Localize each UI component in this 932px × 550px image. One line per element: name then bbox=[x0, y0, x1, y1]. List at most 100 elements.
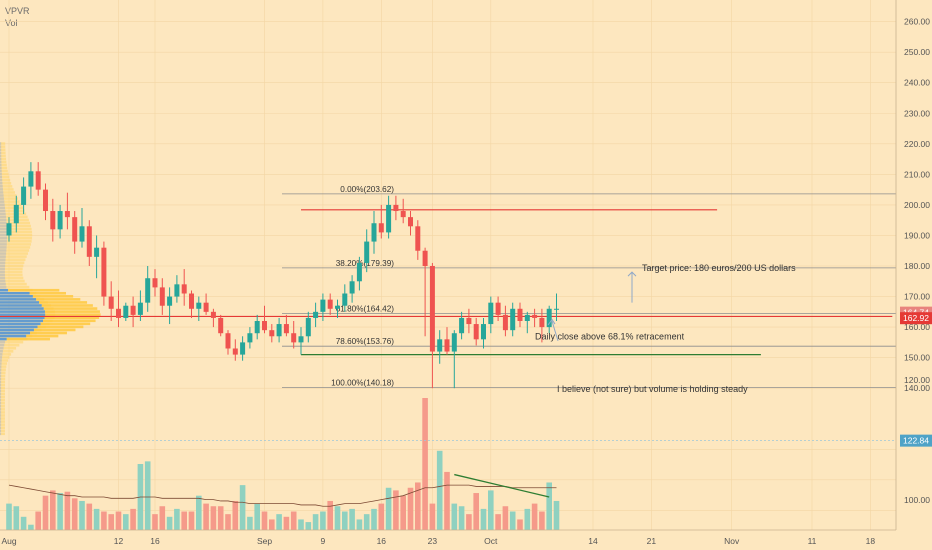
volume-bar-10 bbox=[79, 500, 85, 530]
candle-body-16 bbox=[123, 305, 129, 318]
x-tick-label-11: 11 bbox=[808, 536, 817, 546]
candle-body-26 bbox=[196, 302, 202, 309]
volume-bar-22 bbox=[166, 516, 173, 530]
candle-body-74 bbox=[546, 308, 552, 328]
volume-bar-29 bbox=[217, 506, 224, 530]
indicator-label-vpvr[interactable]: VPVR bbox=[5, 6, 30, 16]
candle-body-40 bbox=[298, 336, 304, 343]
y-tick-label-13: 120.00 bbox=[904, 375, 930, 385]
volume-bar-20 bbox=[152, 514, 158, 530]
candle-body-45 bbox=[335, 305, 340, 309]
volume-trend-line bbox=[454, 473, 550, 498]
candle-body-66 bbox=[488, 302, 494, 325]
candle-body-39 bbox=[291, 333, 297, 343]
volume-bar-53 bbox=[393, 490, 399, 530]
candle-body-38 bbox=[283, 324, 289, 334]
y-tick-label-10: 160.00 bbox=[904, 322, 930, 332]
volume-bar-58 bbox=[429, 503, 436, 530]
candle-body-8 bbox=[64, 211, 70, 218]
volume-bar-71 bbox=[524, 508, 531, 530]
volume-bar-5 bbox=[42, 495, 49, 530]
volume-bar-15 bbox=[115, 511, 122, 530]
volume-bar-43 bbox=[320, 511, 326, 530]
fib-label-4: 100.00%(140.18) bbox=[331, 379, 394, 388]
candle-body-69 bbox=[510, 308, 516, 331]
volume-bar-64 bbox=[473, 493, 479, 530]
volume-bar-73 bbox=[539, 511, 545, 530]
candle-body-61 bbox=[451, 333, 457, 352]
y-tick-label-8: 180.00 bbox=[904, 261, 930, 271]
candle-body-71 bbox=[524, 314, 530, 321]
volume-bar-74 bbox=[546, 482, 552, 530]
candle-body-68 bbox=[502, 314, 508, 331]
volume-bar-37 bbox=[276, 514, 282, 530]
y-tick-label-6: 200.00 bbox=[904, 200, 930, 210]
candle-body-5 bbox=[43, 189, 48, 212]
volume-bar-33 bbox=[247, 516, 253, 530]
y-tick-label-2: 240.00 bbox=[904, 78, 930, 88]
candle-body-49 bbox=[364, 241, 370, 263]
volume-bar-55 bbox=[407, 487, 414, 530]
candle-body-12 bbox=[94, 247, 100, 257]
x-tick-label-10: Nov bbox=[724, 536, 740, 546]
candle-body-13 bbox=[101, 247, 107, 297]
indicator-label-vol[interactable]: Vol bbox=[5, 18, 18, 28]
candle-body-22 bbox=[167, 296, 173, 306]
candle-body-43 bbox=[320, 299, 326, 312]
y-tick-label-4: 220.00 bbox=[904, 139, 930, 149]
volume-bar-70 bbox=[517, 519, 523, 530]
candle-body-55 bbox=[408, 217, 413, 227]
candle-body-3 bbox=[28, 171, 34, 187]
candle-body-1 bbox=[13, 204, 19, 224]
candle-body-63 bbox=[466, 317, 472, 325]
volume-bar-13 bbox=[101, 511, 107, 530]
annotation-1: Daily close above 68.1% retracement bbox=[535, 331, 685, 341]
candle-body-27 bbox=[203, 302, 209, 312]
volume-bar-69 bbox=[509, 511, 516, 530]
price-badge-2 bbox=[900, 434, 932, 447]
volume-bar-8 bbox=[64, 491, 71, 530]
fib-label-2: 61.80%(164.42) bbox=[336, 305, 395, 314]
volume-bar-32 bbox=[239, 485, 246, 530]
x-tick-label-6: 23 bbox=[428, 536, 438, 546]
volume-bar-67 bbox=[495, 514, 501, 530]
y-tick-label-3: 230.00 bbox=[904, 108, 930, 118]
y-tick-label-5: 210.00 bbox=[904, 169, 930, 179]
volume-bar-26 bbox=[196, 495, 202, 530]
volume-bar-0 bbox=[6, 503, 12, 530]
volume-bar-68 bbox=[502, 506, 509, 530]
volume-bar-40 bbox=[298, 519, 304, 530]
volume-bar-9 bbox=[71, 498, 78, 530]
volume-bar-72 bbox=[531, 503, 538, 530]
candle-body-47 bbox=[349, 281, 355, 294]
candle-body-17 bbox=[130, 305, 136, 315]
y-tick-label-0: 260.00 bbox=[904, 17, 930, 27]
volume-bar-66 bbox=[488, 490, 494, 530]
volume-bar-36 bbox=[269, 519, 275, 530]
volume-bar-56 bbox=[415, 482, 421, 530]
volume-bar-6 bbox=[50, 490, 56, 530]
price-badge-1 bbox=[900, 312, 932, 325]
x-tick-label-1: 12 bbox=[114, 536, 124, 546]
y-tick-label-9: 170.00 bbox=[904, 292, 930, 302]
target-arrow-head bbox=[627, 271, 637, 277]
volume-bar-52 bbox=[385, 487, 392, 530]
volume-bar-51 bbox=[378, 503, 385, 530]
candle-body-11 bbox=[86, 226, 92, 257]
candle-body-35 bbox=[262, 321, 267, 331]
volume-bar-11 bbox=[86, 503, 93, 530]
annotation-2: I believe (not sure) but volume is holdi… bbox=[557, 384, 748, 394]
candle-body-15 bbox=[116, 308, 121, 318]
volume-bar-45 bbox=[334, 506, 341, 530]
volume-bar-21 bbox=[159, 506, 166, 530]
volume-bar-19 bbox=[144, 461, 151, 530]
candle-body-73 bbox=[539, 317, 545, 328]
candle-body-20 bbox=[152, 278, 158, 288]
candle-body-46 bbox=[342, 293, 348, 306]
candle-body-10 bbox=[79, 226, 85, 242]
candle-body-32 bbox=[240, 342, 246, 355]
candle-body-56 bbox=[415, 226, 421, 251]
candle-body-23 bbox=[174, 284, 180, 297]
y-tick-label-7: 190.00 bbox=[904, 230, 930, 240]
